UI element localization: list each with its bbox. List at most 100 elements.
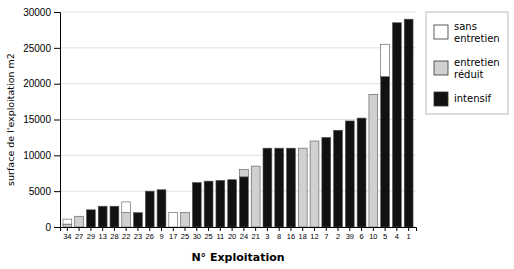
legend-label: intensif	[454, 93, 492, 104]
x-tick-mark	[161, 227, 162, 231]
x-tick-label: 20	[228, 232, 236, 241]
x-tick: 23	[134, 227, 142, 241]
bar-segment	[204, 181, 213, 182]
x-tick: 20	[228, 227, 236, 241]
legend-swatch	[434, 25, 448, 39]
bar-segment	[169, 213, 178, 227]
y-tick: 20000	[23, 78, 60, 89]
bar-segment	[204, 181, 213, 227]
x-tick-label: 13	[98, 232, 106, 241]
x-tick-label: 2	[336, 232, 340, 241]
bar-segment	[145, 191, 154, 192]
x-tick: 11	[216, 227, 224, 241]
bar-segment	[263, 148, 272, 227]
x-tick-mark	[243, 227, 244, 231]
tspan: entretien	[454, 33, 500, 44]
tspan: réduit	[454, 69, 484, 80]
x-tick-label: 6	[359, 232, 363, 241]
x-tick: 27	[75, 227, 83, 241]
x-tick-mark	[67, 227, 68, 231]
x-tick-label: 25	[204, 232, 212, 241]
bar-segment	[204, 181, 213, 182]
x-tick-mark	[90, 227, 91, 231]
grid	[60, 12, 416, 227]
bar-segment	[322, 137, 331, 138]
bar-segment	[357, 118, 366, 119]
bar-segment	[86, 210, 95, 227]
x-tick: 39	[346, 227, 354, 241]
x-tick: 12	[310, 227, 318, 241]
bar-segment	[75, 216, 84, 227]
bar-segment	[122, 202, 131, 213]
x-tick-mark	[302, 227, 303, 231]
x-tick: 7	[324, 227, 328, 241]
x-tick-mark	[290, 227, 291, 231]
y-tick: 25000	[23, 43, 60, 54]
bar-segment	[310, 141, 319, 227]
bar-segment	[239, 170, 248, 177]
x-tick: 22	[122, 227, 130, 241]
bar-segment	[322, 137, 331, 138]
bar-segment	[369, 94, 378, 227]
bar-segment	[334, 130, 343, 227]
x-tick-label: 8	[277, 232, 281, 241]
bar-segment	[110, 206, 119, 207]
bar-segment	[216, 180, 225, 227]
x-tick-mark	[196, 227, 197, 231]
x-axis: 3427291328222326917253025112024213816181…	[61, 227, 417, 241]
bar-segment	[251, 166, 260, 167]
bar-segment	[334, 130, 343, 131]
bar-segment	[404, 19, 413, 20]
x-tick-mark	[338, 227, 339, 231]
bar-segment	[287, 148, 296, 149]
tspan: intensif	[454, 93, 492, 104]
bar-segment	[145, 191, 154, 192]
x-tick: 2	[336, 227, 340, 241]
bar-segment	[298, 148, 307, 149]
bar-segment	[192, 182, 201, 183]
bar-segment	[216, 180, 225, 181]
y-axis: 050001000015000200002500030000	[23, 7, 60, 233]
x-tick: 26	[146, 227, 154, 241]
x-tick: 3	[265, 227, 269, 241]
y-tick-mark	[54, 155, 60, 156]
x-tick-label: 22	[122, 232, 130, 241]
y-tick-mark	[54, 48, 60, 49]
bar-segment	[239, 177, 248, 227]
bar-segment	[110, 206, 119, 207]
bar-segment	[404, 19, 413, 227]
bar-segment	[181, 212, 190, 213]
bar-segment	[98, 206, 107, 207]
x-axis-title: N° Exploitation	[191, 251, 284, 264]
x-tick: 29	[87, 227, 95, 241]
grid-line	[60, 12, 416, 13]
bar-segment	[298, 148, 307, 227]
bar-segment	[157, 190, 166, 227]
legend: sansentretienentretienréduitintensif	[426, 12, 508, 114]
y-tick-label: 15000	[23, 114, 51, 125]
x-tick-label: 30	[193, 232, 201, 241]
bar-segment	[369, 94, 378, 95]
bar-segment	[63, 224, 72, 227]
x-tick-label: 1	[407, 232, 411, 241]
y-tick: 0	[45, 222, 60, 233]
x-tick: 5	[383, 227, 387, 241]
x-tick: 21	[251, 227, 259, 241]
y-tick-label: 25000	[23, 43, 51, 54]
y-tick: 15000	[23, 114, 60, 125]
x-tick-label: 26	[146, 232, 154, 241]
x-tick: 25	[204, 227, 212, 241]
bar-segment	[110, 206, 119, 227]
x-tick: 28	[110, 227, 118, 241]
bar-segment	[122, 213, 131, 227]
x-tick: 30	[193, 227, 201, 241]
bar-segment	[275, 148, 284, 149]
x-tick-label: 34	[63, 232, 71, 241]
bar-segment	[287, 148, 296, 149]
bar-segment	[157, 189, 166, 190]
bar-segment	[181, 213, 190, 227]
x-tick-label: 24	[240, 232, 248, 241]
x-tick: 24	[240, 227, 248, 241]
y-axis-title: surface de l'exploitation m2	[5, 53, 16, 186]
x-tick-label: 21	[251, 232, 259, 241]
